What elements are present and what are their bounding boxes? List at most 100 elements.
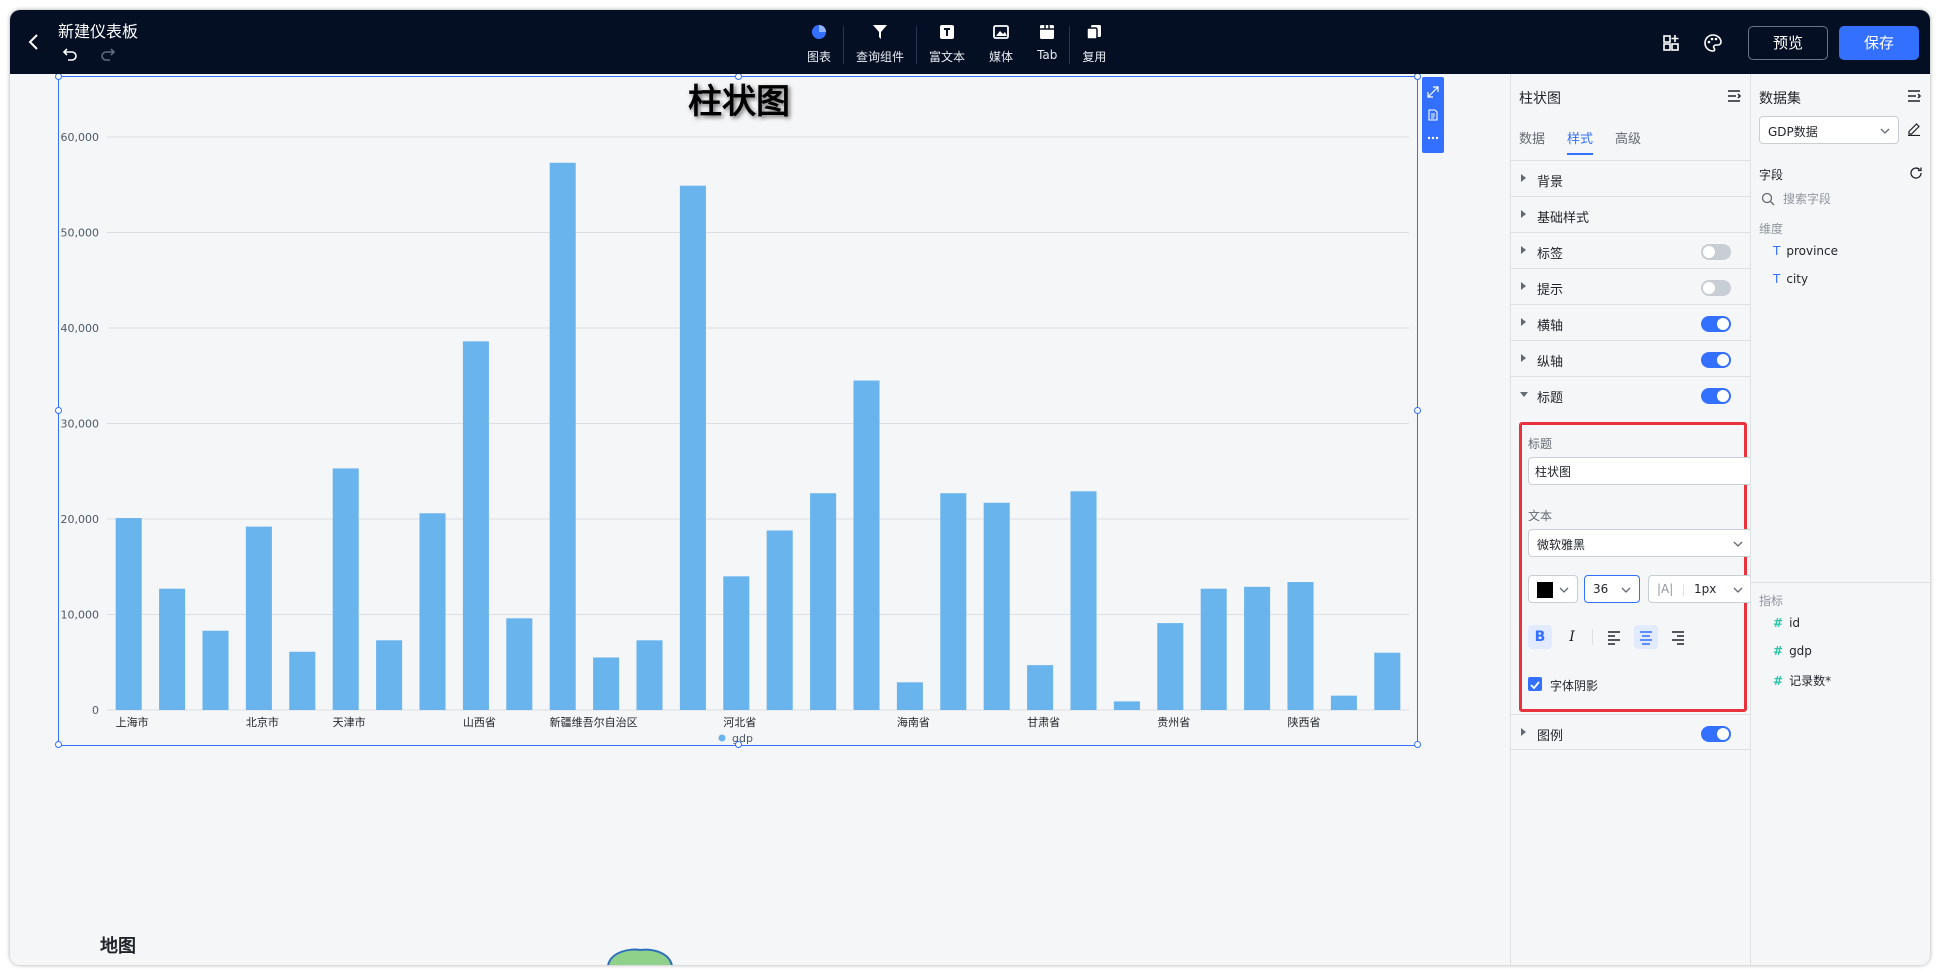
bar — [376, 640, 403, 710]
tool-query-label: 查询组件 — [856, 50, 905, 64]
resize-handle[interactable] — [55, 74, 62, 80]
align-right-icon — [1672, 631, 1684, 645]
bar — [159, 588, 186, 710]
bar — [1113, 701, 1140, 710]
number-type-icon: # — [1773, 644, 1784, 658]
layout-grid-icon[interactable] — [1660, 32, 1682, 54]
section-background[interactable]: 背景 — [1511, 160, 1751, 196]
back-arrow-icon[interactable] — [24, 32, 44, 52]
title-style-editor: 标题 文本 微软雅黑 36 |A| 1px B I — [1519, 422, 1752, 712]
text-shadow-checkbox[interactable] — [1528, 677, 1542, 691]
chevron-down-icon — [1621, 587, 1631, 593]
bar-chart-card[interactable]: 柱状图 0 10,000 20,000 30,000 40,000 50,000 60,000… — [55, 74, 1421, 748]
dimension-label: 维度 — [1759, 222, 1784, 236]
map-card-title: 地图 — [100, 936, 136, 957]
y-tick-label: 60,000 — [61, 131, 100, 144]
document-icon[interactable] — [1427, 109, 1439, 121]
expand-icon[interactable] — [1427, 86, 1439, 98]
refresh-icon[interactable] — [1909, 166, 1923, 180]
caret-right-icon — [1521, 246, 1526, 254]
collapse-panel-icon[interactable] — [1906, 88, 1922, 104]
tool-reuse[interactable]: 复用 — [1070, 20, 1118, 68]
section-basic-style[interactable]: 基础样式 — [1511, 196, 1751, 232]
metric-field[interactable]: # id — [1773, 616, 1800, 630]
font-family-select[interactable]: 微软雅黑 — [1528, 529, 1752, 557]
metric-field[interactable]: # gdp — [1773, 644, 1812, 658]
field-search — [1759, 188, 1923, 210]
italic-button[interactable]: I — [1569, 629, 1575, 645]
caret-right-icon — [1521, 282, 1526, 290]
tool-chart[interactable]: 图表 — [795, 20, 843, 68]
x-axis-toggle[interactable] — [1701, 316, 1731, 332]
save-button[interactable]: 保存 — [1839, 26, 1919, 60]
number-type-icon: # — [1773, 616, 1784, 630]
font-color-picker[interactable] — [1528, 575, 1578, 603]
font-size-select[interactable]: 36 — [1584, 575, 1640, 603]
preview-button[interactable]: 预览 — [1748, 26, 1828, 60]
align-left-button[interactable] — [1602, 625, 1626, 649]
chevron-down-icon — [1880, 128, 1890, 134]
x-tick-label: 河北省 — [723, 716, 756, 729]
tool-query[interactable]: 查询组件 — [844, 20, 916, 68]
section-label: 横轴 — [1537, 319, 1564, 334]
color-swatch — [1537, 582, 1553, 598]
theme-palette-icon[interactable] — [1702, 32, 1724, 54]
resize-handle[interactable] — [55, 407, 62, 414]
field-search-input[interactable] — [1783, 190, 1913, 208]
resize-handle[interactable] — [1414, 407, 1421, 414]
section-legend[interactable]: 图例 — [1511, 714, 1751, 750]
title-input[interactable] — [1528, 457, 1752, 485]
align-right-button[interactable] — [1666, 625, 1690, 649]
bar — [419, 513, 446, 710]
dataset-select[interactable]: GDP数据 — [1759, 116, 1899, 144]
resize-handle[interactable] — [1414, 74, 1421, 80]
section-label: 标签 — [1537, 247, 1564, 262]
tab-style[interactable]: 样式 — [1567, 128, 1594, 155]
section-tooltip[interactable]: 提示 — [1511, 268, 1751, 304]
y-tick-label: 20,000 — [61, 513, 100, 526]
bar — [723, 576, 750, 710]
tool-richtext[interactable]: 富文本 — [917, 20, 977, 68]
section-title[interactable]: 标题 — [1511, 376, 1751, 412]
more-icon[interactable] — [1427, 132, 1439, 144]
section-x-axis[interactable]: 横轴 — [1511, 304, 1751, 340]
section-y-axis[interactable]: 纵轴 — [1511, 340, 1751, 376]
resize-handle[interactable] — [735, 741, 742, 748]
metric-field[interactable]: # 记录数* — [1773, 672, 1831, 689]
title-toggle[interactable] — [1701, 388, 1731, 404]
section-labels[interactable]: 标签 — [1511, 232, 1751, 268]
y-tick-label: 10,000 — [61, 609, 100, 622]
font-size-value: 36 — [1593, 582, 1609, 596]
tooltip-toggle[interactable] — [1701, 280, 1731, 296]
top-toolbar: 新建仪表板 图表 查询组件 富文本 媒体 T — [10, 10, 1930, 74]
resize-handle[interactable] — [735, 74, 742, 80]
tool-divider — [843, 26, 845, 64]
resize-handle[interactable] — [1414, 741, 1421, 748]
field-name: province — [1786, 244, 1838, 258]
tool-divider — [1069, 26, 1071, 64]
labels-toggle[interactable] — [1701, 244, 1731, 260]
tool-media[interactable]: 媒体 — [977, 20, 1025, 68]
redo-icon[interactable] — [100, 46, 116, 62]
tool-tab[interactable]: Tab — [1025, 20, 1069, 68]
style-panel: 柱状图 数据 样式 高级 背景 基础样式 标签 提示 — [1510, 74, 1752, 965]
undo-icon[interactable] — [62, 46, 78, 62]
letter-spacing-select[interactable]: |A| 1px — [1648, 575, 1752, 603]
tab-data[interactable]: 数据 — [1519, 132, 1546, 147]
resize-handle[interactable] — [55, 741, 62, 748]
collapse-panel-icon[interactable] — [1726, 88, 1742, 104]
dashboard-canvas: 柱状图 0 10,000 20,000 30,000 40,000 50,000 60,000… — [10, 74, 1510, 965]
style-panel-title: 柱状图 — [1519, 91, 1561, 107]
align-center-button[interactable] — [1634, 625, 1658, 649]
legend-toggle[interactable] — [1701, 726, 1731, 742]
metric-label: 指标 — [1759, 594, 1784, 608]
map-preview — [607, 948, 673, 965]
edit-pencil-icon[interactable] — [1907, 122, 1921, 136]
tab-advanced[interactable]: 高级 — [1615, 132, 1642, 147]
x-tick-label: 海南省 — [897, 715, 930, 729]
y-axis-toggle[interactable] — [1701, 352, 1731, 368]
bold-button[interactable]: B — [1528, 625, 1552, 649]
dashboard-title[interactable]: 新建仪表板 — [58, 22, 139, 41]
